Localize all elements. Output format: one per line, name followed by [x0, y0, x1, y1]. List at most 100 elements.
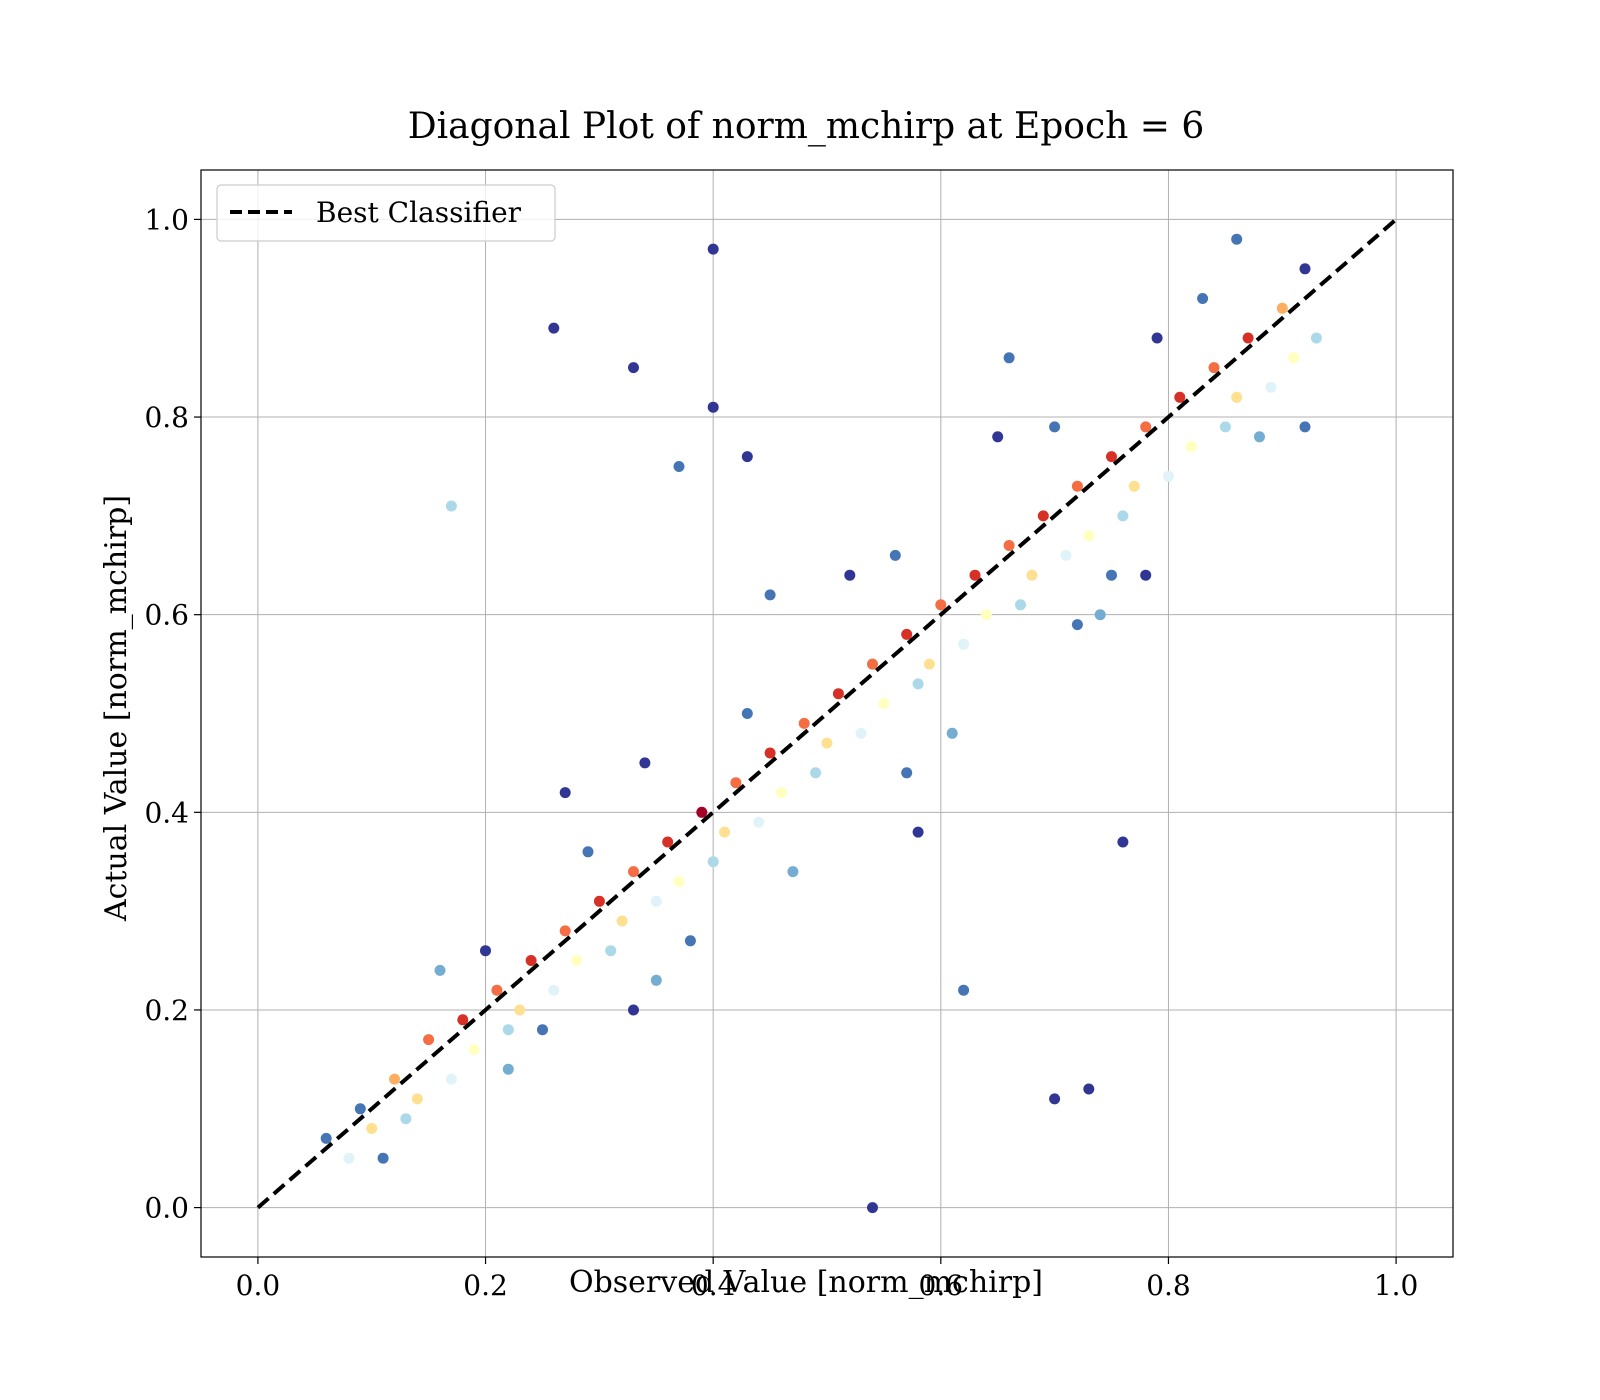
scatter-point — [958, 638, 970, 650]
scatter-point — [1231, 233, 1243, 245]
scatter-point — [867, 1202, 878, 1214]
scatter-point — [1208, 362, 1220, 374]
scatter-point — [628, 362, 639, 374]
scatter-point — [559, 925, 571, 937]
scatter-point — [616, 915, 628, 927]
scatter-points — [320, 233, 1322, 1214]
scatter-point — [707, 856, 719, 868]
scatter-point — [457, 1014, 469, 1026]
scatter-point — [1037, 510, 1049, 522]
scatter-point — [1117, 836, 1129, 848]
scatter-point — [787, 866, 799, 878]
scatter-point — [548, 984, 560, 996]
scatter-point — [1026, 569, 1038, 581]
scatter-point — [445, 500, 457, 512]
scatter-point — [798, 717, 810, 729]
scatter-point — [537, 1024, 548, 1036]
scatter-point — [1151, 332, 1163, 344]
scatter-point — [514, 1004, 526, 1016]
scatter-point — [1128, 480, 1140, 492]
scatter-point — [502, 1024, 514, 1036]
scatter-point — [1117, 510, 1129, 522]
scatter-point — [445, 1073, 457, 1085]
scatter-point — [969, 569, 981, 581]
scatter-point — [912, 678, 924, 690]
plot-area-frame — [200, 169, 1454, 1258]
scatter-point — [400, 1113, 412, 1125]
scatter-point — [1185, 441, 1197, 453]
scatter-point — [707, 243, 719, 255]
scatter-point — [707, 401, 719, 413]
scatter-point — [764, 589, 776, 601]
scatter-point — [628, 866, 639, 878]
scatter-point — [582, 846, 594, 858]
scatter-point — [354, 1103, 366, 1115]
y-tick-label: 1.0 — [144, 203, 189, 236]
scatter-point — [525, 955, 537, 966]
scatter-point — [889, 549, 901, 561]
scatter-point — [628, 1004, 639, 1016]
scatter-point — [980, 609, 992, 621]
scatter-point — [1049, 421, 1061, 433]
scatter-point — [1083, 1083, 1095, 1095]
scatter-point — [867, 658, 878, 670]
scatter-point — [559, 787, 571, 799]
y-axis-title: Actual Value [norm_mchirp] — [99, 495, 134, 922]
scatter-point — [1197, 293, 1209, 304]
scatter-point — [389, 1073, 400, 1085]
grid-lines — [201, 170, 1453, 1257]
scatter-point — [684, 935, 696, 947]
scatter-point — [1003, 540, 1015, 551]
scatter-point — [946, 727, 958, 739]
scatter-point — [912, 826, 924, 838]
y-tick-label: 0.4 — [144, 796, 189, 829]
scatter-point — [1071, 480, 1083, 492]
scatter-point — [992, 431, 1004, 443]
scatter-point — [832, 688, 844, 700]
scatter-point — [958, 984, 970, 996]
scatter-point — [1242, 332, 1254, 344]
scatter-point — [1163, 470, 1174, 482]
scatter-point — [696, 806, 708, 818]
legend-box — [216, 184, 556, 242]
scatter-point — [1140, 569, 1152, 581]
scatter-point — [650, 974, 662, 986]
scatter-point — [673, 461, 685, 472]
scatter-point — [320, 1132, 332, 1144]
scatter-point — [1003, 352, 1015, 364]
legend: Best Classifier — [216, 184, 556, 242]
scatter-point — [821, 737, 833, 749]
y-tick-label: 0.0 — [144, 1192, 189, 1225]
scatter-point — [434, 964, 446, 976]
scatter-point — [1106, 569, 1117, 581]
scatter-point — [1299, 421, 1311, 433]
scatter-point — [662, 836, 674, 848]
scatter-point — [1140, 421, 1152, 433]
scatter-point — [1254, 431, 1265, 443]
axis-ticks: 0.0 0.2 0.4 0.6 0.8 1.0 0.0 0.2 0.4 0.6 0.8 1.0 — [144, 203, 1418, 1302]
x-tick-label: 0.0 — [236, 1269, 281, 1302]
y-tick-label: 0.2 — [144, 994, 189, 1027]
x-tick-label: 1.0 — [1374, 1269, 1419, 1302]
scatter-point — [548, 322, 560, 334]
scatter-point — [1094, 609, 1106, 621]
scatter-point — [366, 1123, 378, 1134]
scatter-point — [923, 658, 935, 670]
x-tick-label: 0.2 — [463, 1269, 508, 1302]
scatter-point — [719, 826, 731, 838]
scatter-point — [753, 816, 765, 828]
scatter-point — [639, 757, 651, 769]
scatter-point — [776, 787, 787, 799]
scatter-point — [571, 955, 583, 966]
scatter-point — [1015, 599, 1026, 611]
scatter-point — [491, 984, 503, 996]
scatter-point — [810, 767, 822, 779]
scatter-point — [480, 945, 491, 957]
scatter-point — [1174, 391, 1186, 403]
chart-title: Diagonal Plot of norm_mchirp at Epoch = … — [408, 106, 1205, 147]
x-tick-label: 0.6 — [919, 1269, 964, 1302]
scatter-point — [741, 708, 753, 719]
scatter-point — [1071, 619, 1083, 631]
scatter-point — [343, 1152, 355, 1164]
